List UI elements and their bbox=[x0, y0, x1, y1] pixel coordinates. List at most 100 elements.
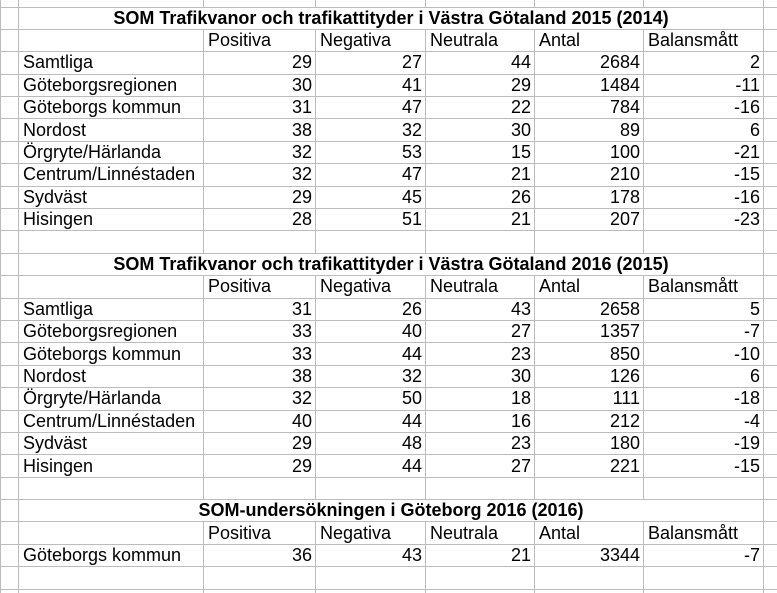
empty-cell[interactable] bbox=[425, 230, 535, 254]
row-label[interactable]: Göteborgsregionen bbox=[18, 73, 204, 98]
value-cell[interactable]: 29 bbox=[203, 185, 316, 210]
empty-cell[interactable] bbox=[0, 6, 19, 30]
empty-cell[interactable] bbox=[763, 73, 777, 98]
value-cell[interactable]: 27 bbox=[425, 319, 535, 344]
empty-cell[interactable] bbox=[203, 588, 316, 593]
column-header-neutrala[interactable]: Neutrala bbox=[425, 275, 535, 299]
value-cell[interactable]: 50 bbox=[315, 387, 426, 411]
value-cell[interactable]: 21 bbox=[425, 543, 535, 568]
empty-cell[interactable] bbox=[534, 230, 644, 254]
row-label[interactable]: Göteborgs kommun bbox=[18, 96, 204, 120]
column-header-balansmatt[interactable]: Balansmått bbox=[643, 275, 764, 299]
empty-cell[interactable] bbox=[763, 0, 777, 8]
value-cell[interactable]: 45 bbox=[315, 185, 426, 210]
empty-cell[interactable] bbox=[0, 476, 19, 501]
column-header-neutrala[interactable]: Neutrala bbox=[425, 521, 535, 545]
empty-cell[interactable] bbox=[315, 0, 426, 8]
value-cell[interactable]: 43 bbox=[315, 543, 426, 568]
empty-cell[interactable] bbox=[763, 566, 777, 590]
value-cell[interactable]: 43 bbox=[425, 297, 535, 321]
value-cell[interactable]: 33 bbox=[203, 342, 316, 366]
empty-cell[interactable] bbox=[763, 476, 777, 501]
value-cell[interactable]: 212 bbox=[534, 409, 644, 433]
value-cell[interactable]: 2684 bbox=[534, 51, 644, 75]
value-cell[interactable]: -21 bbox=[643, 140, 764, 165]
value-cell[interactable]: -7 bbox=[643, 319, 764, 344]
empty-cell[interactable] bbox=[0, 208, 19, 232]
empty-cell[interactable] bbox=[315, 588, 426, 593]
value-cell[interactable]: 33 bbox=[203, 319, 316, 344]
value-cell[interactable]: -16 bbox=[643, 96, 764, 120]
value-cell[interactable]: 29 bbox=[203, 454, 316, 478]
empty-cell[interactable] bbox=[0, 96, 19, 120]
column-header-antal[interactable]: Antal bbox=[534, 28, 644, 53]
empty-cell[interactable] bbox=[763, 543, 777, 568]
empty-cell[interactable] bbox=[0, 387, 19, 411]
value-cell[interactable]: 1357 bbox=[534, 319, 644, 344]
empty-cell[interactable] bbox=[0, 51, 19, 75]
column-header-balansmatt[interactable]: Balansmått bbox=[643, 28, 764, 53]
empty-cell[interactable] bbox=[425, 566, 535, 590]
empty-cell[interactable] bbox=[18, 521, 204, 545]
value-cell[interactable]: -15 bbox=[643, 454, 764, 478]
value-cell[interactable]: -11 bbox=[643, 73, 764, 98]
empty-cell[interactable] bbox=[763, 51, 777, 75]
empty-cell[interactable] bbox=[763, 342, 777, 366]
value-cell[interactable]: -10 bbox=[643, 342, 764, 366]
value-cell[interactable]: 44 bbox=[315, 454, 426, 478]
empty-cell[interactable] bbox=[0, 454, 19, 478]
empty-cell[interactable] bbox=[0, 252, 19, 277]
value-cell[interactable]: -4 bbox=[643, 409, 764, 433]
value-cell[interactable]: 31 bbox=[203, 96, 316, 120]
empty-cell[interactable] bbox=[315, 566, 426, 590]
empty-cell[interactable] bbox=[763, 230, 777, 254]
empty-cell[interactable] bbox=[18, 566, 204, 590]
empty-cell[interactable] bbox=[0, 431, 19, 456]
row-label[interactable]: Samtliga bbox=[18, 51, 204, 75]
empty-cell[interactable] bbox=[763, 252, 777, 277]
value-cell[interactable]: 207 bbox=[534, 208, 644, 232]
column-header-positiva[interactable]: Positiva bbox=[203, 521, 316, 545]
value-cell[interactable]: 23 bbox=[425, 431, 535, 456]
value-cell[interactable]: 29 bbox=[425, 73, 535, 98]
value-cell[interactable]: 40 bbox=[203, 409, 316, 433]
value-cell[interactable]: 38 bbox=[203, 118, 316, 142]
value-cell[interactable]: 38 bbox=[203, 364, 316, 389]
value-cell[interactable]: 6 bbox=[643, 118, 764, 142]
value-cell[interactable]: 126 bbox=[534, 364, 644, 389]
value-cell[interactable]: 47 bbox=[315, 96, 426, 120]
value-cell[interactable]: 21 bbox=[425, 208, 535, 232]
empty-cell[interactable] bbox=[643, 476, 764, 501]
value-cell[interactable]: 210 bbox=[534, 163, 644, 187]
empty-cell[interactable] bbox=[763, 409, 777, 433]
empty-cell[interactable] bbox=[203, 0, 316, 8]
row-label[interactable]: Centrum/Linnéstaden bbox=[18, 409, 204, 433]
empty-cell[interactable] bbox=[203, 476, 316, 501]
value-cell[interactable]: 89 bbox=[534, 118, 644, 142]
empty-cell[interactable] bbox=[534, 476, 644, 501]
row-label[interactable]: Hisingen bbox=[18, 208, 204, 232]
value-cell[interactable]: 32 bbox=[203, 140, 316, 165]
value-cell[interactable]: 26 bbox=[315, 297, 426, 321]
value-cell[interactable]: 30 bbox=[203, 73, 316, 98]
row-label[interactable]: Sydväst bbox=[18, 431, 204, 456]
row-label[interactable]: Örgryte/Härlanda bbox=[18, 387, 204, 411]
empty-cell[interactable] bbox=[0, 409, 19, 433]
value-cell[interactable]: 23 bbox=[425, 342, 535, 366]
row-label[interactable]: Göteborgs kommun bbox=[18, 543, 204, 568]
table-title[interactable]: SOM-undersökningen i Göteborg 2016 (2016… bbox=[18, 499, 764, 523]
value-cell[interactable]: -18 bbox=[643, 387, 764, 411]
empty-cell[interactable] bbox=[0, 163, 19, 187]
value-cell[interactable]: 5 bbox=[643, 297, 764, 321]
empty-cell[interactable] bbox=[425, 588, 535, 593]
empty-cell[interactable] bbox=[0, 297, 19, 321]
empty-cell[interactable] bbox=[763, 499, 777, 523]
value-cell[interactable]: -19 bbox=[643, 431, 764, 456]
empty-cell[interactable] bbox=[763, 140, 777, 165]
table-title[interactable]: SOM Trafikvanor och trafikattityder i Vä… bbox=[18, 252, 764, 277]
empty-cell[interactable] bbox=[763, 364, 777, 389]
column-header-neutrala[interactable]: Neutrala bbox=[425, 28, 535, 53]
value-cell[interactable]: 2 bbox=[643, 51, 764, 75]
value-cell[interactable]: 30 bbox=[425, 118, 535, 142]
value-cell[interactable]: 6 bbox=[643, 364, 764, 389]
